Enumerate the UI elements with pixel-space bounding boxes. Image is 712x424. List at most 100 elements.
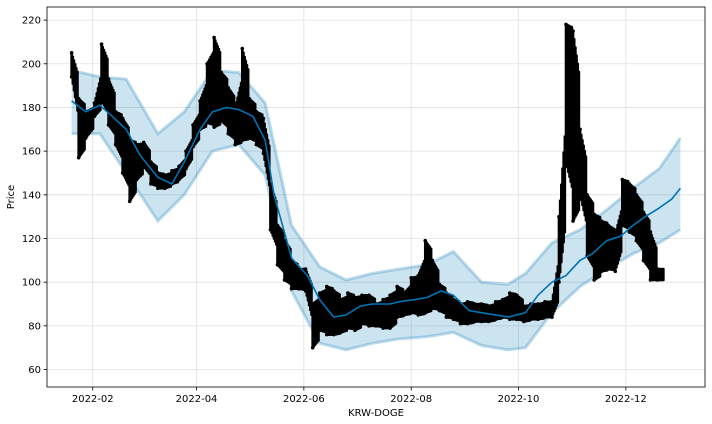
observed-low-point (507, 317, 512, 322)
observed-high-point (198, 99, 202, 103)
observed-high-point (613, 232, 618, 236)
observed-high-point (360, 293, 364, 298)
x-tick-label: 2022-04 (176, 394, 218, 405)
observed-low-point (261, 151, 266, 156)
observed-low-point (543, 315, 547, 319)
observed-low-point (465, 321, 470, 326)
observed-high-point (648, 230, 653, 234)
observed-low-point (92, 114, 97, 118)
observed-low-point (69, 75, 74, 79)
observed-low-point (423, 310, 428, 315)
observed-low-point (289, 286, 294, 291)
y-tick-label: 220 (22, 16, 41, 27)
observed-low-point (360, 321, 364, 326)
observed-points-layer (69, 22, 665, 350)
observed-high-point (212, 35, 216, 40)
observed-high-point (310, 302, 315, 306)
observed-high-point (578, 127, 582, 132)
observed-high-point (99, 42, 104, 46)
observed-low-point (127, 199, 132, 204)
observed-high-point (177, 164, 181, 169)
observed-low-point (247, 136, 252, 140)
observed-high-point (303, 267, 308, 271)
observed-low-point (521, 319, 526, 324)
observed-low-point (641, 258, 646, 263)
observed-low-point (557, 280, 561, 284)
observed-low-point (240, 138, 245, 143)
observed-low-point (106, 123, 111, 127)
observed-high-point (254, 110, 259, 114)
observed-high-point (592, 212, 596, 217)
observed-high-point (606, 223, 611, 228)
observed-low-point (317, 328, 322, 333)
observed-low-point (381, 326, 385, 330)
observed-low-point (620, 223, 625, 228)
observed-high-point (557, 214, 561, 219)
observed-low-point (134, 177, 139, 182)
observed-low-point (184, 166, 188, 171)
observed-high-point (127, 138, 132, 143)
observed-high-point (69, 51, 74, 55)
observed-low-point (367, 324, 371, 328)
observed-high-point (571, 29, 575, 33)
observed-low-point (99, 99, 104, 103)
observed-high-point (113, 110, 118, 114)
observed-high-point (479, 302, 484, 306)
observed-high-point (184, 149, 188, 153)
observed-high-point (655, 267, 660, 271)
observed-low-point (592, 278, 596, 282)
x-tick-label: 2022-08 (390, 394, 432, 405)
y-tick-label: 80 (28, 321, 41, 332)
observed-low-point (409, 310, 413, 315)
interval-upper-edge (71, 68, 682, 286)
forecast-line-layer (71, 100, 682, 318)
observed-low-point (303, 289, 308, 293)
observed-low-point (310, 345, 315, 350)
observed-high-point (240, 46, 245, 51)
observed-low-point (550, 315, 554, 319)
observed-low-point (634, 238, 639, 243)
observed-high-point (423, 238, 428, 243)
observed-high-point (296, 267, 301, 271)
observed-low-point (416, 313, 421, 317)
observed-low-point (388, 326, 392, 330)
observed-high-point (585, 193, 589, 197)
observed-low-point (430, 306, 435, 311)
observed-low-point (113, 142, 118, 147)
observed-low-point (564, 160, 568, 164)
grid-layer (47, 7, 705, 387)
observed-high-point (317, 291, 322, 295)
observed-low-point (177, 177, 181, 182)
observed-low-point (233, 142, 238, 147)
observed-high-point (402, 291, 406, 295)
observed-low-point (339, 330, 343, 335)
observed-high-point (92, 101, 97, 105)
x-tick-label: 2022-12 (605, 394, 647, 405)
y-tick-label: 200 (22, 59, 41, 70)
observed-low-point (479, 319, 484, 324)
observed-low-point (331, 332, 336, 337)
observed-low-point (268, 227, 273, 232)
observed-low-point (324, 332, 329, 337)
interval-band-layer (71, 68, 682, 352)
observed-high-point (634, 193, 639, 197)
x-tick-label: 2022-02 (72, 394, 114, 405)
observed-high-point (500, 297, 505, 302)
observed-low-point (606, 267, 611, 271)
observed-low-point (648, 278, 653, 282)
x-tick-label: 2022-06 (283, 394, 325, 405)
observed-high-point (134, 142, 139, 147)
observed-low-point (493, 317, 498, 322)
interval-lower-edge (71, 132, 682, 352)
observed-low-point (120, 171, 125, 175)
observed-high-point (472, 302, 477, 306)
observed-low-point (141, 164, 146, 169)
observed-high-point (641, 210, 646, 215)
observed-high-point (514, 293, 519, 298)
observed-low-point (219, 118, 223, 123)
observed-high-point (205, 61, 209, 66)
observed-low-point (395, 315, 399, 319)
observed-low-point (627, 230, 632, 234)
observed-low-point (486, 319, 491, 324)
